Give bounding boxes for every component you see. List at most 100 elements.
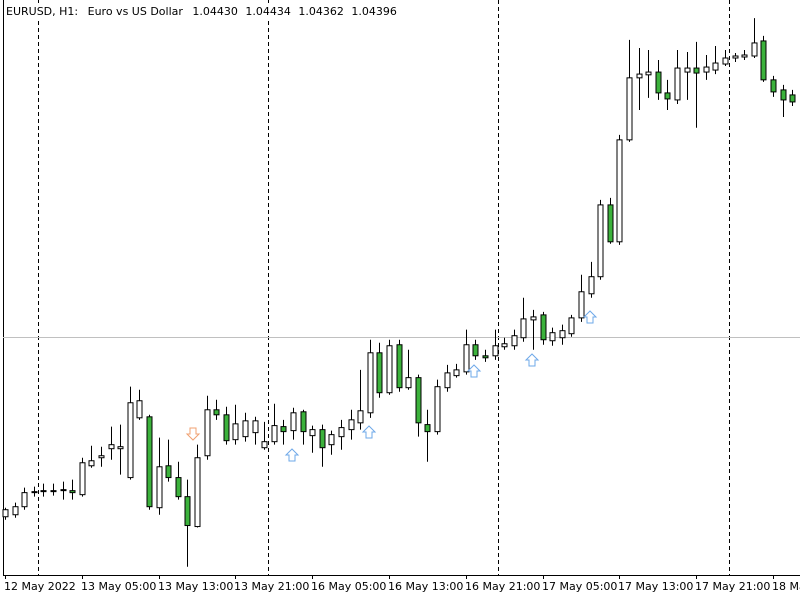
candle-body <box>386 345 393 394</box>
candle-body <box>98 455 105 459</box>
candle-body <box>223 414 230 442</box>
candle-body <box>213 409 220 416</box>
candle-body <box>588 276 595 295</box>
candle-body <box>511 335 518 347</box>
candle-body <box>530 316 537 321</box>
candle-body <box>376 352 383 394</box>
candle-body <box>357 410 364 424</box>
candle-body <box>655 71 662 94</box>
signal-arrows <box>185 310 598 462</box>
candle-body <box>559 330 566 339</box>
candle-body <box>328 434 335 446</box>
candle-body <box>789 94 796 103</box>
candle-body <box>540 314 547 341</box>
candle-body <box>607 204 614 243</box>
quote-close: 1.04396 <box>351 5 397 18</box>
candle-body <box>703 66 710 73</box>
candle-body <box>280 426 287 433</box>
candle-body <box>444 372 451 389</box>
x-tick-label: 16 May 05:00 <box>311 580 386 593</box>
candles <box>2 18 796 567</box>
candle-body <box>367 352 374 414</box>
candle-body <box>175 477 182 498</box>
candle-body <box>453 369 460 377</box>
candle-body <box>712 62 719 71</box>
candle-body <box>88 460 95 467</box>
candle-body <box>127 402 134 479</box>
candle-body <box>146 416 153 508</box>
candle-body <box>616 139 623 243</box>
candle-body <box>760 40 767 81</box>
candle-body <box>463 344 470 373</box>
x-tick-label: 13 May 13:00 <box>158 580 233 593</box>
candle-body <box>396 344 403 389</box>
quote-open: 1.04430 <box>192 5 238 18</box>
x-tick-label: 12 May 2022 <box>4 580 76 593</box>
candle-body <box>424 424 431 433</box>
candle-body <box>136 400 143 419</box>
candle-body <box>501 343 508 348</box>
candle-body <box>434 386 441 433</box>
candle-body <box>348 419 355 431</box>
header-bg <box>4 3 384 20</box>
candle-body <box>108 444 115 450</box>
candle-body <box>31 491 38 494</box>
candle-body <box>492 345 499 357</box>
sell-arrow <box>185 427 201 441</box>
candle-body <box>520 318 527 339</box>
x-tick-label: 18 May 05:00 <box>772 580 800 593</box>
x-tick-label: 13 May 21:00 <box>234 580 309 593</box>
candle-body <box>40 490 47 493</box>
candle-body <box>482 355 489 359</box>
separators <box>3 0 800 575</box>
candle-body <box>232 423 239 441</box>
candle-body <box>290 412 297 432</box>
candle-body <box>684 67 691 73</box>
candle-body <box>751 42 758 57</box>
candle-body <box>549 332 556 342</box>
candle-body <box>271 425 278 443</box>
symbol: EURUSD, H1: <box>6 5 78 18</box>
candle-body <box>261 441 268 449</box>
quote-low: 1.04362 <box>298 5 344 18</box>
x-tick-label: 16 May 13:00 <box>388 580 463 593</box>
x-tick-label: 17 May 13:00 <box>618 580 693 593</box>
header: EURUSD, H1: Euro vs US Dollar 1.04430 1.… <box>6 5 397 18</box>
candle-body <box>184 496 191 527</box>
candle-body <box>674 67 681 101</box>
candle-body <box>664 92 671 100</box>
candle-body <box>319 429 326 449</box>
x-tick-label: 16 May 21:00 <box>465 580 540 593</box>
candle-body <box>415 377 422 424</box>
x-tick-label: 13 May 05:00 <box>81 580 156 593</box>
candle-body <box>722 57 729 65</box>
x-tick-label: 17 May 05:00 <box>542 580 617 593</box>
candle-body <box>597 204 604 278</box>
candle-body <box>156 466 163 509</box>
candle-body <box>636 73 643 79</box>
candle-body <box>732 55 739 59</box>
buy-arrow <box>524 353 540 367</box>
candle-body <box>60 489 67 492</box>
candle-body <box>578 291 585 319</box>
buy-arrow <box>361 425 377 439</box>
candle-body <box>741 54 748 58</box>
candle-body <box>50 490 57 493</box>
x-axis-labels: 12 May 2022 13 May 05:00 13 May 13:00 13 Ma… <box>4 575 800 593</box>
candle-body <box>645 71 652 76</box>
candle-body <box>405 377 412 389</box>
description: Euro vs US Dollar <box>88 5 184 18</box>
candle-body <box>568 317 575 335</box>
candle-body <box>693 67 700 74</box>
candle-body <box>2 509 9 518</box>
candle-body <box>194 457 201 528</box>
candle-body <box>338 427 345 438</box>
buy-arrow <box>284 448 300 462</box>
candle-body <box>204 409 211 457</box>
candle-body <box>472 344 479 357</box>
candle-body <box>165 465 172 479</box>
quote-high: 1.04434 <box>245 5 291 18</box>
